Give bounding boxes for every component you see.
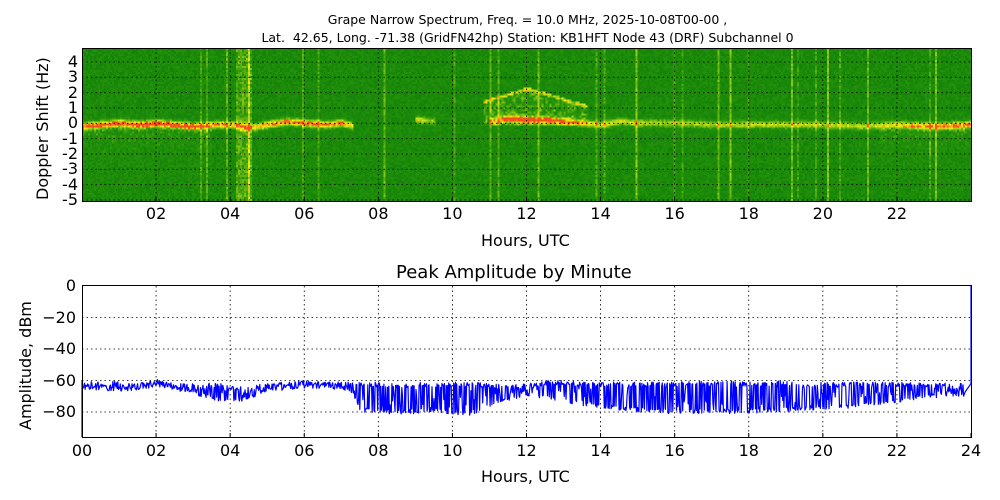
amplitude-x-tick-label: 04	[219, 441, 241, 460]
spectrogram-x-tick-label: 16	[664, 204, 685, 223]
figure-title-line-1: Grape Narrow Spectrum, Freq. = 10.0 MHz,…	[327, 12, 728, 27]
amplitude-x-tick-label: 08	[368, 441, 389, 460]
spectrogram-y-tick-label: -1	[62, 128, 78, 148]
amplitude-x-tick-label: 06	[294, 441, 315, 460]
amplitude-x-tick-label: 00	[71, 441, 93, 460]
spectrogram-y-tick-label: 4	[67, 52, 78, 71]
spectrogram-x-tick-label: 18	[738, 204, 759, 223]
spectrogram-x-tick-label: 10	[442, 204, 463, 223]
amplitude-y-tick-label: −40	[42, 339, 76, 358]
spectrogram-x-tick-label: 12	[516, 204, 537, 223]
spectrogram-y-tick-label: -2	[62, 144, 78, 163]
spectrogram-y-tick-label: 1	[67, 98, 78, 117]
spectrogram-x-label: Hours, UTC	[481, 231, 570, 250]
amplitude-y-tick-label: 0	[65, 276, 76, 295]
spectrogram-x-tick-label: 14	[590, 204, 611, 223]
amplitude-x-tick-label: 10	[442, 441, 463, 460]
spectrogram-y-tick-label: 0	[67, 113, 78, 133]
amplitude-frame	[82, 285, 972, 438]
amplitude-x-tick-label: 02	[145, 441, 167, 460]
amplitude-y-tick-label: −60	[42, 370, 76, 390]
amplitude-x-label: Hours, UTC	[481, 467, 570, 486]
amplitude-x-tick-label: 18	[738, 441, 759, 460]
amplitude-x-tick-label: 12	[516, 441, 537, 460]
amplitude-y-tick-label: −80	[42, 402, 76, 421]
amplitude-x-tick-label: 24	[960, 441, 982, 460]
spectrogram-y-tick-label: -5	[62, 190, 78, 209]
figure-title-line-2: Lat. 42.65, Long. -71.38 (GridFN42hp) St…	[261, 30, 794, 45]
spectrogram-x-tick-label: 22	[886, 204, 908, 223]
amplitude-y-tick-label: −20	[42, 307, 76, 327]
amplitude-line	[81, 286, 972, 438]
amplitude-x-tick-label: 20	[812, 441, 833, 460]
amplitude-y-label: Amplitude, dBm	[16, 301, 35, 430]
amplitude-x-tick-label: 22	[886, 441, 908, 460]
spectrogram-x-tick-label: 02	[145, 204, 167, 223]
spectrogram-x-tick-label: 06	[294, 204, 315, 223]
spectrogram-x-tick-label: 20	[812, 204, 833, 223]
spectrogram-y-tick-label: -4	[62, 174, 78, 194]
spectrogram-y-tick-label: 2	[67, 82, 78, 102]
spectrogram-frame	[82, 48, 972, 202]
spectrogram-y-tick-label: 3	[67, 67, 78, 87]
amplitude-chart-title: Peak Amplitude by Minute	[396, 262, 632, 283]
amplitude-x-tick-label: 16	[664, 441, 685, 460]
spectrogram-x-tick-label: 08	[368, 204, 389, 223]
spectrogram-x-tick-label: 04	[219, 204, 241, 223]
amplitude-x-tick-label: 14	[590, 441, 611, 460]
spectrogram-y-tick-label: -3	[62, 159, 78, 179]
